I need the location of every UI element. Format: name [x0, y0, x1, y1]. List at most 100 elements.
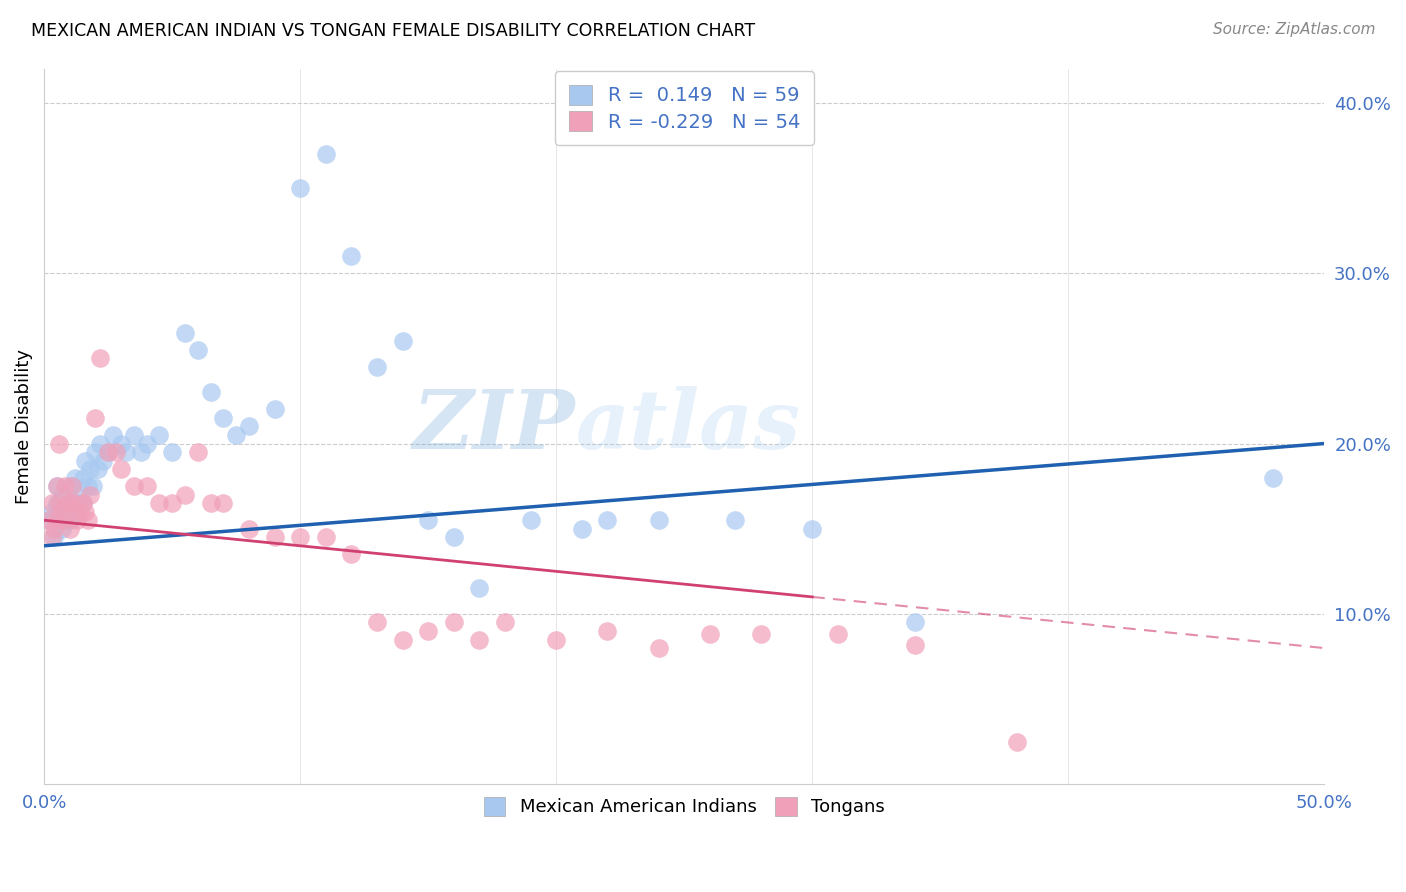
Point	[468, 582, 491, 596]
Point	[647, 641, 669, 656]
Point	[103, 428, 125, 442]
Point	[366, 359, 388, 374]
Point	[443, 615, 465, 630]
Point	[418, 513, 440, 527]
Point	[53, 513, 76, 527]
Point	[51, 505, 73, 519]
Point	[1263, 470, 1285, 484]
Point	[60, 479, 83, 493]
Point	[53, 513, 76, 527]
Point	[44, 522, 66, 536]
Point	[79, 462, 101, 476]
Point	[69, 505, 91, 519]
Point	[340, 547, 363, 561]
Point	[1005, 735, 1028, 749]
Point	[225, 428, 247, 442]
Point	[60, 496, 83, 510]
Point	[160, 445, 183, 459]
Text: Source: ZipAtlas.com: Source: ZipAtlas.com	[1212, 22, 1375, 37]
Point	[212, 496, 235, 510]
Point	[75, 453, 97, 467]
Point	[75, 505, 97, 519]
Point	[200, 385, 222, 400]
Point	[187, 445, 209, 459]
Point	[110, 462, 132, 476]
Point	[72, 496, 94, 510]
Point	[148, 428, 170, 442]
Point	[288, 181, 311, 195]
Point	[366, 615, 388, 630]
Point	[904, 638, 927, 652]
Point	[263, 530, 285, 544]
Point	[72, 496, 94, 510]
Point	[315, 530, 337, 544]
Point	[238, 419, 260, 434]
Point	[418, 624, 440, 638]
Point	[468, 632, 491, 647]
Point	[596, 513, 619, 527]
Point	[340, 249, 363, 263]
Point	[443, 530, 465, 544]
Point	[115, 445, 138, 459]
Point	[59, 522, 82, 536]
Point	[48, 496, 70, 510]
Point	[59, 479, 82, 493]
Point	[89, 351, 111, 366]
Point	[827, 627, 849, 641]
Point	[41, 496, 63, 510]
Point	[38, 513, 60, 527]
Point	[110, 436, 132, 450]
Point	[122, 479, 145, 493]
Point	[41, 530, 63, 544]
Point	[45, 479, 67, 493]
Point	[53, 479, 76, 493]
Text: ZIP: ZIP	[413, 386, 575, 467]
Point	[131, 445, 153, 459]
Point	[104, 445, 127, 459]
Point	[76, 513, 98, 527]
Text: atlas: atlas	[575, 386, 800, 467]
Point	[63, 505, 86, 519]
Point	[238, 522, 260, 536]
Point	[72, 470, 94, 484]
Point	[76, 479, 98, 493]
Point	[84, 445, 107, 459]
Point	[801, 522, 824, 536]
Y-axis label: Female Disability: Female Disability	[15, 349, 32, 504]
Point	[135, 479, 157, 493]
Point	[44, 530, 66, 544]
Point	[91, 453, 114, 467]
Point	[66, 513, 89, 527]
Point	[82, 479, 104, 493]
Point	[59, 513, 82, 527]
Point	[571, 522, 593, 536]
Point	[212, 411, 235, 425]
Point	[51, 488, 73, 502]
Point	[97, 445, 120, 459]
Point	[647, 513, 669, 527]
Point	[187, 343, 209, 357]
Point	[56, 496, 79, 510]
Point	[546, 632, 568, 647]
Point	[66, 496, 89, 510]
Point	[51, 522, 73, 536]
Point	[87, 462, 110, 476]
Point	[89, 436, 111, 450]
Point	[699, 627, 721, 641]
Point	[315, 146, 337, 161]
Text: MEXICAN AMERICAN INDIAN VS TONGAN FEMALE DISABILITY CORRELATION CHART: MEXICAN AMERICAN INDIAN VS TONGAN FEMALE…	[31, 22, 755, 40]
Point	[391, 334, 413, 349]
Point	[69, 488, 91, 502]
Point	[135, 436, 157, 450]
Point	[904, 615, 927, 630]
Point	[56, 505, 79, 519]
Point	[494, 615, 516, 630]
Point	[122, 428, 145, 442]
Point	[45, 513, 67, 527]
Point	[41, 505, 63, 519]
Point	[63, 470, 86, 484]
Point	[97, 445, 120, 459]
Point	[519, 513, 541, 527]
Point	[48, 436, 70, 450]
Point	[288, 530, 311, 544]
